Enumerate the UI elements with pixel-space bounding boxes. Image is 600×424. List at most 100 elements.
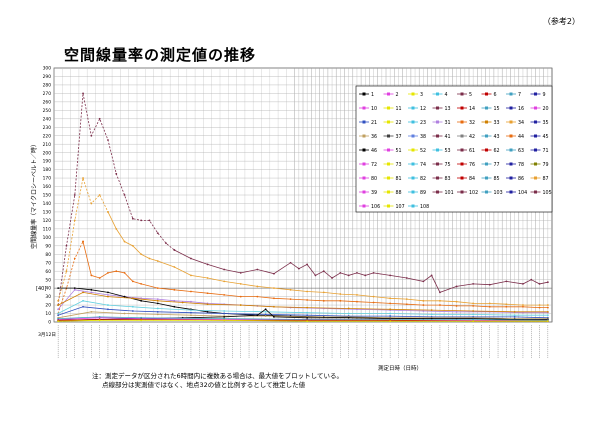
data-point-32: [306, 299, 309, 301]
data-point-30: [472, 313, 475, 316]
data-point-3: [256, 285, 259, 288]
legend-marker: [534, 106, 537, 110]
legend-label: 46: [371, 148, 377, 154]
data-point-7: [98, 316, 101, 318]
data-point-1: [90, 288, 93, 291]
data-point-5: [82, 92, 84, 95]
data-point-7: [57, 317, 60, 320]
data-point-32: [223, 294, 226, 296]
data-point-30: [430, 313, 433, 316]
legend-marker: [460, 92, 464, 96]
data-point-7: [140, 316, 143, 319]
data-point-21: [264, 313, 267, 316]
data-point-3: [148, 257, 151, 260]
legend-marker: [411, 106, 415, 110]
data-point-1: [206, 310, 209, 313]
legend-marker: [534, 162, 537, 166]
data-point-36: [264, 315, 267, 317]
data-point-3: [505, 303, 508, 306]
legend-marker: [509, 92, 513, 96]
data-point-32: [339, 299, 342, 302]
legend-marker: [387, 134, 390, 138]
legend-label: 80: [371, 176, 377, 182]
legend-label: 104: [518, 190, 527, 196]
data-point-32: [356, 300, 358, 303]
legend-label: 105: [543, 190, 552, 196]
data-point-32: [505, 305, 508, 308]
series-line-36: [58, 311, 548, 320]
y-tick-label: 230: [43, 125, 52, 131]
legend-label: 44: [518, 134, 524, 140]
data-point-32: [206, 292, 209, 295]
data-point-5: [422, 280, 425, 283]
y-tick-label: 110: [43, 226, 52, 232]
data-point-1: [107, 291, 109, 294]
data-point-7: [472, 318, 475, 321]
data-point-3: [356, 294, 358, 296]
data-point-21: [190, 311, 192, 314]
legend-marker: [387, 176, 390, 180]
data-point-62: [306, 316, 309, 319]
legend-marker: [436, 120, 439, 124]
legend-marker: [387, 120, 390, 124]
data-point-32: [422, 304, 425, 306]
series-line-7: [58, 316, 548, 321]
data-point-31: [190, 300, 192, 303]
data-point-3: [538, 304, 541, 306]
data-point-88: [306, 320, 309, 323]
y-axis-label: 空間線量率（マイクロシーベルト／時）: [30, 141, 38, 249]
legend-label: 106: [371, 204, 380, 210]
data-point-3: [206, 277, 209, 279]
data-point-3: [522, 304, 524, 306]
legend-label: 21: [371, 120, 377, 126]
legend-marker: [485, 120, 488, 124]
data-point-36: [123, 312, 126, 315]
data-point-5: [273, 272, 275, 275]
data-point-32: [107, 271, 109, 274]
footnote-2: 点線部分は実測値ではなく、地点32の値と比例するとして推定した値: [102, 381, 306, 389]
data-point-21: [107, 308, 109, 311]
legend-label: 102: [469, 190, 478, 196]
data-point-1: [73, 287, 76, 290]
legend-label: 101: [445, 190, 454, 196]
legend-marker: [411, 92, 415, 96]
data-point-5: [123, 194, 126, 196]
data-point-3: [372, 295, 375, 298]
data-point-5: [289, 261, 292, 264]
data-point-62: [264, 308, 267, 311]
data-point-32: [98, 277, 101, 279]
y-tick-label: 200: [43, 150, 52, 156]
data-point-5: [156, 232, 159, 235]
legend-marker: [411, 162, 415, 166]
data-point-32: [289, 298, 292, 301]
series-line-32: [57, 241, 84, 314]
data-point-21: [223, 312, 226, 315]
axis-layer: 0102030405060708090100110120130140150160…: [30, 66, 549, 372]
data-point-5: [538, 283, 541, 285]
y-tick-label: 290: [43, 74, 52, 80]
legend-marker: [411, 204, 415, 208]
data-point-32: [256, 295, 259, 298]
data-point-36: [90, 310, 93, 313]
data-point-5: [65, 244, 68, 247]
data-point-88: [389, 320, 392, 323]
legend-label: 43: [494, 134, 500, 140]
data-point-33: [306, 306, 309, 309]
data-point-33: [472, 310, 475, 312]
data-point-88: [140, 319, 143, 322]
legend-marker: [534, 134, 537, 138]
legend-marker: [460, 106, 464, 110]
data-point-3: [273, 287, 275, 290]
legend-label: 82: [420, 176, 426, 182]
data-point-5: [530, 278, 533, 281]
legend-label: 63: [518, 148, 524, 154]
data-point-30: [190, 309, 192, 312]
data-point-32: [488, 305, 491, 308]
data-point-88: [57, 320, 60, 323]
data-point-30: [347, 312, 350, 315]
data-point-3: [239, 283, 242, 285]
data-point-3: [322, 291, 325, 294]
data-point-32: [90, 274, 93, 277]
legend-marker: [362, 106, 366, 110]
legend-label: 37: [396, 134, 402, 140]
